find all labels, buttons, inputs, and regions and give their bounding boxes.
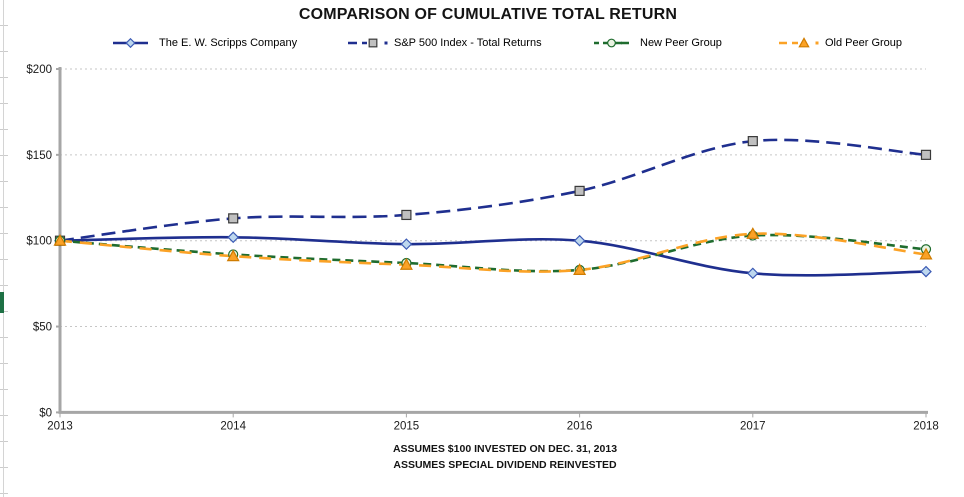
marker-triangle-icon xyxy=(573,263,587,275)
marker-square-icon xyxy=(574,185,585,197)
marker-diamond-icon xyxy=(125,37,136,49)
legend-item-scripps[interactable]: The E. W. Scripps Company xyxy=(112,37,297,49)
marker-triangle-icon xyxy=(226,249,240,262)
spreadsheet-green-marker xyxy=(0,292,4,313)
legend-label: Old Peer Group xyxy=(825,37,903,49)
series-line-0 xyxy=(59,235,927,277)
scripps-line-swatch-icon xyxy=(113,37,148,49)
marker-triangle-icon xyxy=(399,257,413,270)
x-tick-label: 2018 xyxy=(913,420,939,432)
marker-diamond-icon xyxy=(400,238,413,250)
marker-triangle-icon xyxy=(919,247,933,260)
footnote-line-2: ASSUMES SPECIAL DIVIDEND REINVESTED xyxy=(393,459,617,471)
legend-item-sp500[interactable]: S&P 500 Index - Total Returns xyxy=(347,37,542,49)
legend: The E. W. Scripps Company S&P 500 Index … xyxy=(0,37,964,54)
legend-label: New Peer Group xyxy=(640,37,722,49)
sp500-line-swatch-icon xyxy=(348,38,388,48)
series-line-3 xyxy=(59,232,927,273)
marker-square-icon xyxy=(747,136,758,147)
spreadsheet-edge xyxy=(0,0,8,497)
marker-square-icon xyxy=(228,213,239,224)
marker-triangle-icon xyxy=(798,37,810,48)
x-tick-label: 2016 xyxy=(567,420,593,432)
series-line-2 xyxy=(59,233,927,273)
series-line-1 xyxy=(59,138,927,242)
y-tick-label: $200 xyxy=(26,64,52,76)
marker-square-icon xyxy=(401,209,412,221)
marker-diamond-icon xyxy=(227,231,240,244)
footnote-line-1: ASSUMES $100 INVESTED ON DEC. 31, 2013 xyxy=(392,443,618,455)
legend-dot xyxy=(384,41,388,45)
marker-square-icon xyxy=(368,38,378,48)
legend-item-old-peer-group[interactable]: Old Peer Group xyxy=(778,37,902,49)
marker-diamond-icon xyxy=(746,267,759,280)
chart-title: COMPARISON OF CUMULATIVE TOTAL RETURN xyxy=(298,6,678,23)
old-peer-line-swatch-icon xyxy=(779,37,819,48)
y-tick-label: $150 xyxy=(26,150,52,162)
x-tick-label: 2014 xyxy=(220,420,246,432)
x-tick-label: 2015 xyxy=(394,420,420,432)
legend-label: S&P 500 Index - Total Returns xyxy=(394,37,542,49)
marker-circle-icon xyxy=(607,38,616,48)
marker-triangle-icon xyxy=(53,233,67,246)
new-peer-line-swatch-icon xyxy=(594,38,629,48)
marker-square-icon xyxy=(920,149,932,160)
y-tick-label: $100 xyxy=(26,236,52,248)
y-tick-label: $0 xyxy=(39,407,52,419)
x-tick-label: 2013 xyxy=(47,420,73,432)
legend-item-new-peer-group[interactable]: New Peer Group xyxy=(593,37,722,49)
y-tick-label: $50 xyxy=(33,322,52,334)
legend-label: The E. W. Scripps Company xyxy=(159,37,298,49)
x-tick-label: 2017 xyxy=(740,420,766,432)
marker-diamond-icon xyxy=(920,265,932,278)
marker-diamond-icon xyxy=(573,234,586,247)
legend-dot xyxy=(815,41,819,45)
marker-triangle-icon xyxy=(746,227,760,239)
spreadsheet-edge-line xyxy=(3,0,4,497)
